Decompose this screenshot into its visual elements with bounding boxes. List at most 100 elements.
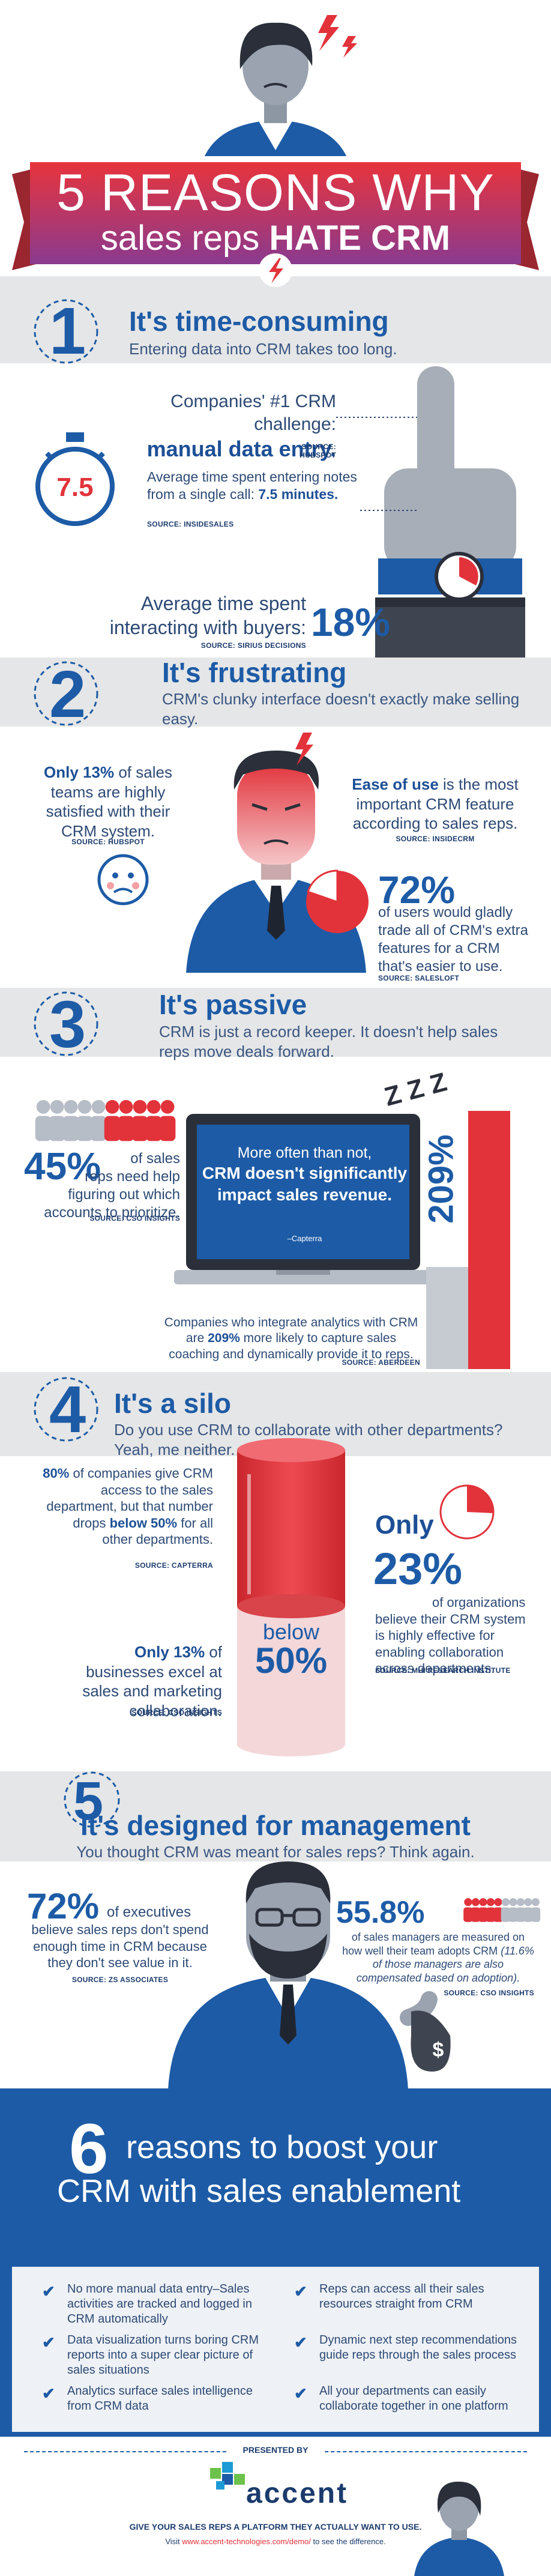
stopwatch-value: 7.5 xyxy=(56,473,94,502)
person-icon xyxy=(35,1099,52,1141)
notes-text: Average time spent entering notes from a… xyxy=(147,468,363,503)
pie-graphic xyxy=(439,1484,495,1540)
person-icon xyxy=(90,1099,107,1141)
reason-band xyxy=(0,988,551,1057)
reason-subtitle: CRM's clunky interface doesn't exactly m… xyxy=(162,690,520,728)
person-shape xyxy=(49,1116,65,1141)
stopwatch xyxy=(35,432,115,526)
access-end: for all other departments. xyxy=(102,1515,213,1547)
reason-title: It's passive xyxy=(159,989,307,1020)
source: SOURCE: SIRIUS DECISIONS xyxy=(200,641,306,650)
title-line2a: sales reps xyxy=(100,219,260,258)
reason-number: 1 xyxy=(49,294,86,368)
person-icon xyxy=(486,1898,496,1922)
reason-subtitle: Entering data into CRM takes too long. xyxy=(129,340,397,358)
person-icon xyxy=(62,1099,79,1141)
check-icon: ✔ xyxy=(294,2384,307,2402)
reason-title: It's designed for management xyxy=(80,1810,471,1841)
help-text: of sales reps need help figuring out whi… xyxy=(44,1150,180,1221)
source: SOURCE: ABERDEEN xyxy=(342,1358,420,1367)
person-icon xyxy=(131,1099,148,1141)
number-circle xyxy=(34,661,98,726)
person-icon xyxy=(49,1099,65,1141)
person-icon xyxy=(159,1099,176,1141)
person-shape xyxy=(64,1099,78,1114)
visit-rest: to see the difference. xyxy=(313,2537,386,2546)
cylinder-lead: below xyxy=(262,1619,320,1644)
person-shape xyxy=(486,1907,496,1922)
cylinder-bold: 50% xyxy=(254,1640,328,1681)
visit-url[interactable]: www.accent-technologies.com/demo/ xyxy=(182,2537,311,2546)
reason-subtitle: Do you use CRM to collaborate with other… xyxy=(114,1421,503,1459)
people-icons xyxy=(35,1099,176,1141)
managers-rest: of sales managers are measured on how we… xyxy=(342,1931,525,1957)
person-shape xyxy=(118,1116,134,1141)
trade-value: 72% xyxy=(378,868,456,912)
person-shape xyxy=(508,1907,518,1922)
access-bold2: below 50% xyxy=(109,1515,178,1531)
person-shape xyxy=(516,1907,526,1922)
person-shape xyxy=(493,1907,503,1922)
reason-title: It's frustrating xyxy=(162,657,347,688)
person-shape xyxy=(146,1099,161,1114)
challenge-lead: Companies' #1 CRM challenge: xyxy=(170,392,336,434)
person-shape xyxy=(131,1116,148,1141)
checklist-item: ✔ No more manual data entry–Sales activit… xyxy=(42,2282,265,2327)
reason-band xyxy=(0,1771,551,1861)
person-shape xyxy=(90,1116,107,1141)
source: SOURCE: CSO INSIGHTS xyxy=(131,1708,222,1717)
satisfied-bold: Only 13% xyxy=(44,763,115,781)
person-icon xyxy=(118,1099,134,1141)
person-shape xyxy=(104,1116,121,1141)
checklist-item: ✔ Reps can access all their sales resourc… xyxy=(294,2282,517,2312)
person-shape xyxy=(516,1898,525,1906)
checklist-item: ✔ Data visualization turns boring CRM rep… xyxy=(42,2333,265,2378)
analytics-text: Companies who integrate analytics with C… xyxy=(162,1315,420,1362)
person-shape xyxy=(464,1898,472,1906)
visit-lead: Visit xyxy=(165,2537,180,2546)
person-icon xyxy=(523,1898,533,1922)
check-icon: ✔ xyxy=(42,2384,55,2402)
buyers-text: Average time spent interacting with buye… xyxy=(109,593,306,638)
source: SOURCE: CSO INSIGHTS xyxy=(444,1989,534,1997)
logo-mark xyxy=(210,2462,245,2490)
person-shape xyxy=(62,1116,79,1141)
source: SOURCE: CAPTERRA xyxy=(134,1561,213,1570)
checklist-text: Dynamic next step recommendations guide … xyxy=(319,2333,517,2362)
excel-bold: Only 13% xyxy=(134,1643,205,1661)
number-circle xyxy=(34,299,98,364)
number-circle xyxy=(34,1377,98,1442)
number-circle xyxy=(64,1771,120,1828)
buyers-value: 18% xyxy=(311,600,391,644)
laptop xyxy=(174,1114,432,1284)
checklist-item: ✔ Analytics surface sales intelligence fr… xyxy=(42,2384,265,2414)
challenge-bold: manual data entry. xyxy=(146,437,336,461)
person-shape xyxy=(91,1099,106,1114)
checklist-text: Analytics surface sales intelligence fro… xyxy=(67,2384,253,2413)
reason-number: 2 xyxy=(49,658,86,731)
reason-subtitle: You thought CRM was meant for sales reps… xyxy=(76,1843,475,1861)
pie-graphic xyxy=(306,869,369,933)
person-shape xyxy=(159,1116,176,1141)
checklist-text: Reps can access all their sales resource… xyxy=(319,2282,484,2311)
effective-text: of organizations believe their CRM syste… xyxy=(375,1595,526,1676)
quote-source: –Capterra xyxy=(287,1234,322,1243)
analytics-lead: Companies who integrate analytics with C… xyxy=(164,1316,418,1346)
person-icon xyxy=(516,1898,526,1922)
person-shape xyxy=(471,1907,481,1922)
bars-graphic xyxy=(426,1111,510,1369)
access-rest: of companies give CRM access to the sale… xyxy=(46,1466,213,1531)
reason-band xyxy=(0,658,551,727)
access-bold: 80% xyxy=(43,1466,70,1481)
person-shape xyxy=(523,1907,533,1922)
frustrated-man xyxy=(186,733,366,973)
person-shape xyxy=(145,1116,162,1141)
ease-bold: Ease of use xyxy=(352,775,439,793)
person-icon xyxy=(501,1898,511,1922)
source: SOURCE: ZS ASSOCIATES xyxy=(71,1976,169,1984)
logo-text: accent xyxy=(246,2478,349,2509)
person-icon xyxy=(531,1898,541,1922)
check-icon: ✔ xyxy=(42,2333,55,2351)
check-icon: ✔ xyxy=(42,2282,55,2300)
